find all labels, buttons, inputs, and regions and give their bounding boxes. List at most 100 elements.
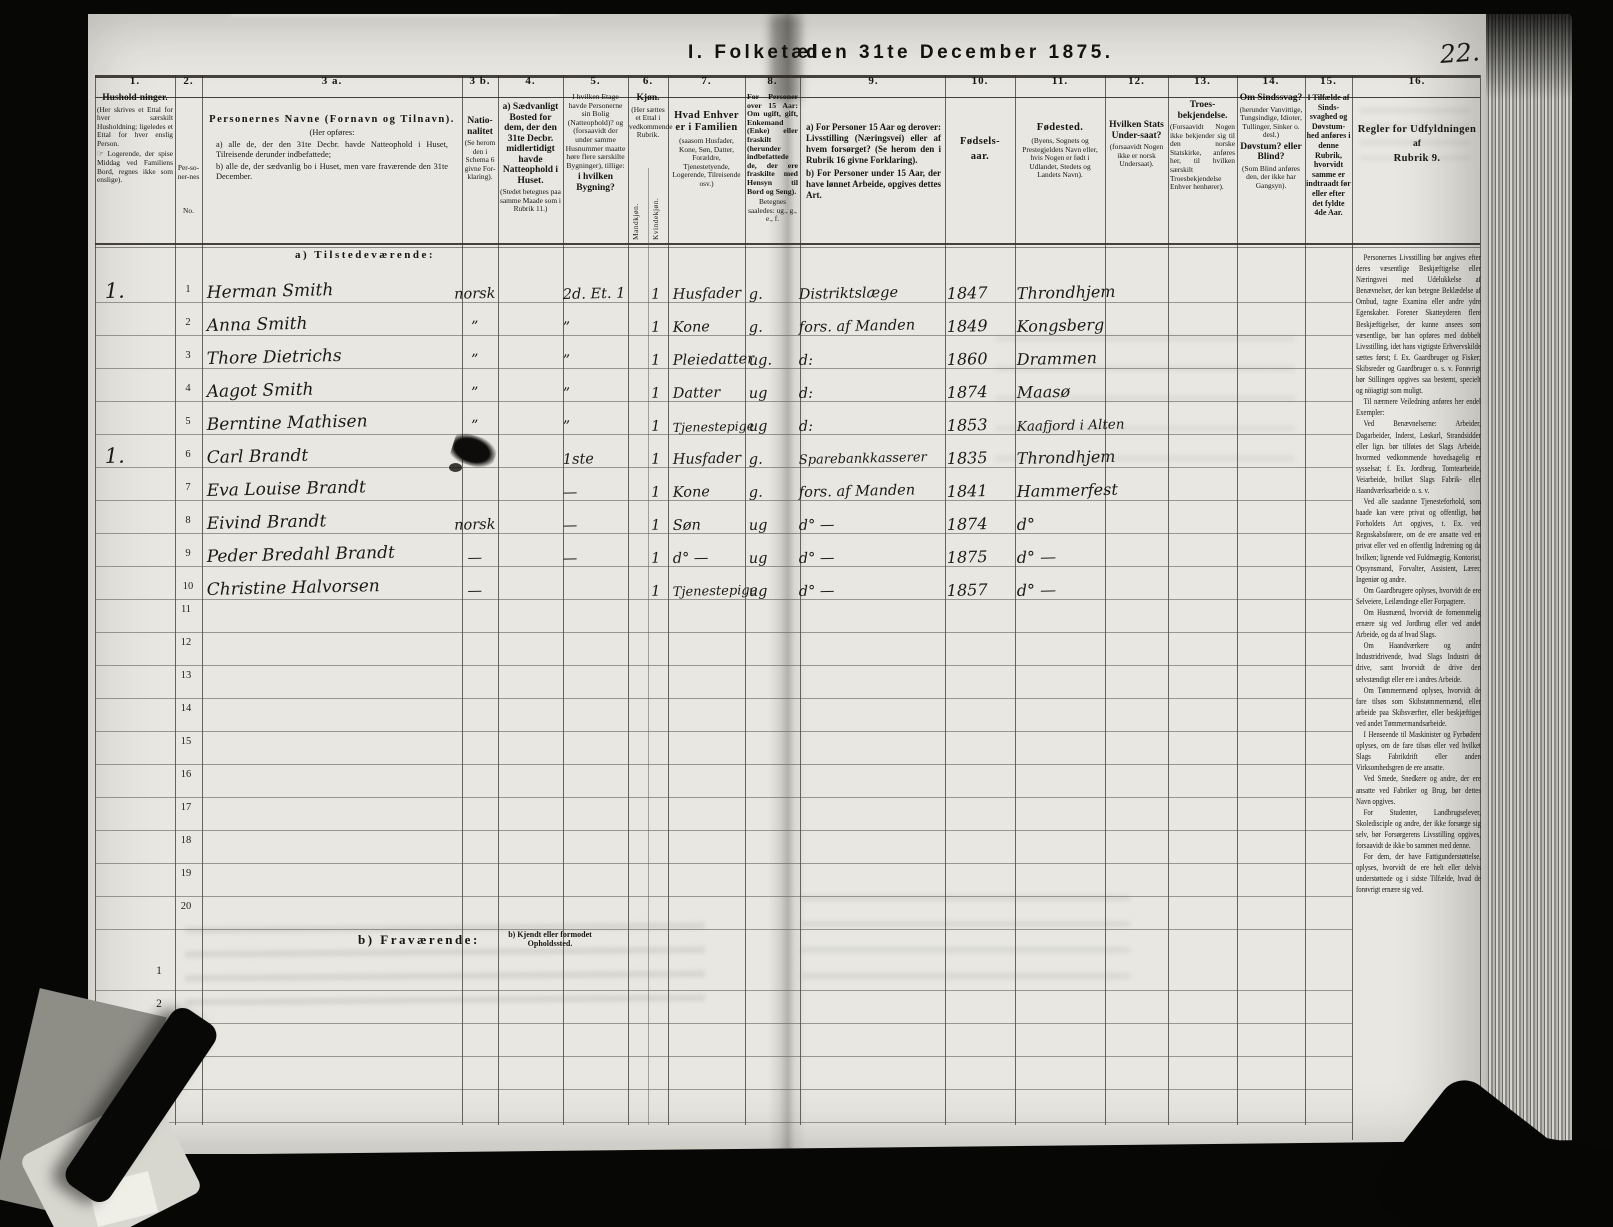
table-row: 1. 1 Herman Smith norsk 2d. Et. 1 1 Husf… <box>95 270 1487 303</box>
row-number: 20 <box>180 901 192 912</box>
rules-paragraph: Ved Smede, Snedkere og andre, der ere an… <box>1356 774 1481 806</box>
row-lines-absent <box>95 958 1352 1123</box>
rules-paragraph: Personernes Livsstilling bør angives eft… <box>1356 253 1481 396</box>
cell-nationality: — <box>467 583 483 600</box>
column-title-2: Døvstum? eller Blind? <box>1240 141 1302 163</box>
cell-floor: 1ste <box>562 451 595 468</box>
row-number: 13 <box>180 670 192 681</box>
cell-nationality: ” <box>470 418 479 435</box>
cell-household-number: 1. <box>104 278 126 303</box>
bleed-through-smudge <box>1360 108 1470 160</box>
page-number: 22. <box>1438 37 1481 69</box>
column-title: Regler for Udfyldningen <box>1357 124 1477 135</box>
row-number: 11 <box>180 604 192 615</box>
column-sub: ☞ Logerende, der spise Middag ved Famili… <box>97 149 173 185</box>
cell-occupation: fors. af Manden <box>798 482 916 501</box>
column-title: Hvilken Stats Under-saat? <box>1109 120 1164 141</box>
table-right-border <box>1480 75 1481 1140</box>
column-number: 4. <box>525 75 536 87</box>
column-title: Fødsels- <box>960 136 1000 147</box>
column-title: Hvad Enhver er i Familien <box>674 110 739 133</box>
rules-paragraph: Ved alle saadanne Tjenesteforhold, som b… <box>1356 497 1481 584</box>
page-title-right: den 31te December 1875. <box>806 42 1114 63</box>
column-header-3b: 3 b. Natio-nalitet (Se herom den i Schem… <box>463 76 497 184</box>
cell-floor: ” <box>562 352 571 369</box>
cell-occupation: d° — <box>798 517 835 534</box>
column-header-13: 13. Troes-bekjendelse. (Forsaavidt Nogen… <box>1170 75 1235 194</box>
column-number: 16. <box>1408 75 1426 87</box>
cell-marital-status: ug <box>748 418 768 435</box>
column-sub: i hvilken Bygning? <box>576 172 615 193</box>
cell-marital-status: g. <box>748 451 763 468</box>
cell-birth-year: 1841 <box>946 481 988 501</box>
cell-marital-status: ug <box>748 550 768 567</box>
cell-person-number: 10 <box>182 581 194 592</box>
cell-household-number: 1. <box>104 443 126 468</box>
cell-birth-year: 1853 <box>946 415 988 435</box>
bleed-through-smudge <box>800 895 1130 995</box>
column-sub: No. <box>183 206 194 216</box>
cell-family-position: Tjenestepige <box>672 583 758 600</box>
cell-occupation: d° — <box>798 550 835 567</box>
cell-person-number: 6 <box>185 449 191 460</box>
cell-birth-year: 1857 <box>946 580 988 600</box>
column-header-15: 15. I Tilfælde af Sinds-svaghed og Døvst… <box>1306 76 1351 220</box>
cell-person-number: 4 <box>185 383 191 394</box>
ink-blot-drop <box>449 463 462 472</box>
column-sub: b) alle de, der sædvanlig bo i Huset, me… <box>216 161 448 181</box>
column-header-8: 8. For Personer over 15 Aar: Om ugift, g… <box>747 76 798 226</box>
cell-person-number: 2 <box>185 317 191 328</box>
column-sub: (Som Blind anføres den, der ikke har Gan… <box>1242 163 1300 191</box>
column-title: Natio-nalitet <box>467 116 493 137</box>
cell-nationality: norsk <box>454 516 496 534</box>
cell-nationality: norsk <box>454 285 496 303</box>
photo-border-top <box>0 0 1613 14</box>
column-sub: (Stedet betegnes paa samme Maade som i R… <box>500 187 561 214</box>
row-number: 18 <box>180 835 192 846</box>
cell-name: Peder Bredahl Brandt <box>206 542 396 567</box>
cell-nationality: ” <box>470 385 479 402</box>
rules-paragraph: Til nærmere Veiledning anføres her endel… <box>1356 397 1481 418</box>
rules-paragraph: I Henseende til Maskinister og Fyrbødere… <box>1356 730 1481 773</box>
table-row: 2 Anna Smith ” ” 1 Kone g. fors. af Mand… <box>95 303 1487 336</box>
column-sub: (forsaavidt Nogen ikke er norsk Undersaa… <box>1109 142 1164 169</box>
column-header-11: 11. Fødested. (Byens, Sognets og Presteg… <box>1017 75 1103 182</box>
cell-person-number: 3 <box>185 350 191 361</box>
column-sub: a) alle de, der den 31te Decbr. havde Na… <box>216 139 448 159</box>
table-row: 8 Eivind Brandt norsk — 1 Søn ug d° — 18… <box>95 501 1487 534</box>
column-header-7: 7. Hvad Enhver er i Familien (saasom Hus… <box>670 76 743 191</box>
column-header-4: 4. a) Sædvanligt Bosted for dem, der den… <box>500 75 561 216</box>
table-row: 10 Christine Halvorsen — 1 Tjenestepige … <box>95 567 1487 600</box>
column-number: 12. <box>1128 75 1145 87</box>
column-number: 10. <box>971 75 989 87</box>
bleed-through-smudge <box>184 922 706 1016</box>
column-sub: aar. <box>970 151 990 162</box>
table-row: 4 Aagot Smith ” ” 1 Datter ug d: 1874 Ma… <box>95 369 1487 402</box>
column-number: 9. <box>868 75 879 87</box>
table-row: 1. 6 Carl Brandt 1ste 1 Husfader g. Spar… <box>95 435 1487 468</box>
cell-family-position: Pleiedatter <box>672 351 755 369</box>
row-number: 15 <box>180 736 192 747</box>
column-header-5: 5. I hvilken Etage havde Personerne sin … <box>565 76 626 195</box>
rules-paragraph: Om Gaardbrugere oplyses, hvorvidt de ere… <box>1356 585 1481 606</box>
cell-sex-mark: 1 <box>651 484 661 501</box>
cell-person-number: 7 <box>185 482 191 493</box>
column-title: Fødested. <box>1036 122 1084 133</box>
column-number: 13. <box>1194 75 1211 87</box>
column-number: 11. <box>1051 75 1069 87</box>
cell-family-position: Kone <box>672 484 711 501</box>
photo-border-right <box>1572 0 1613 1227</box>
row-number: 2 <box>156 998 162 1010</box>
rules-paragraph: For Studenter, Landbrugselever, Skoledis… <box>1356 807 1481 850</box>
cell-family-position: Datter <box>672 384 721 402</box>
cell-family-position: d° — <box>672 550 709 567</box>
column-sub: Rubrik 9. <box>1393 152 1441 164</box>
column-title: For Personer over 15 Aar: Om ugift, gift… <box>747 92 798 196</box>
column-header-6: 6. Kjøn. (Her sættes et Ettal i vedkomme… <box>629 76 673 142</box>
column-sub: (saasom Husfader, Kone, Søn, Datter, For… <box>672 136 741 188</box>
section-absent-note: b) Kjendt eller formodet Opholdssted. <box>498 930 602 948</box>
cell-floor: ” <box>562 385 571 402</box>
cell-person-number: 1 <box>185 284 191 295</box>
grid-line <box>1352 75 1353 1140</box>
cell-person-number: 8 <box>185 515 191 526</box>
